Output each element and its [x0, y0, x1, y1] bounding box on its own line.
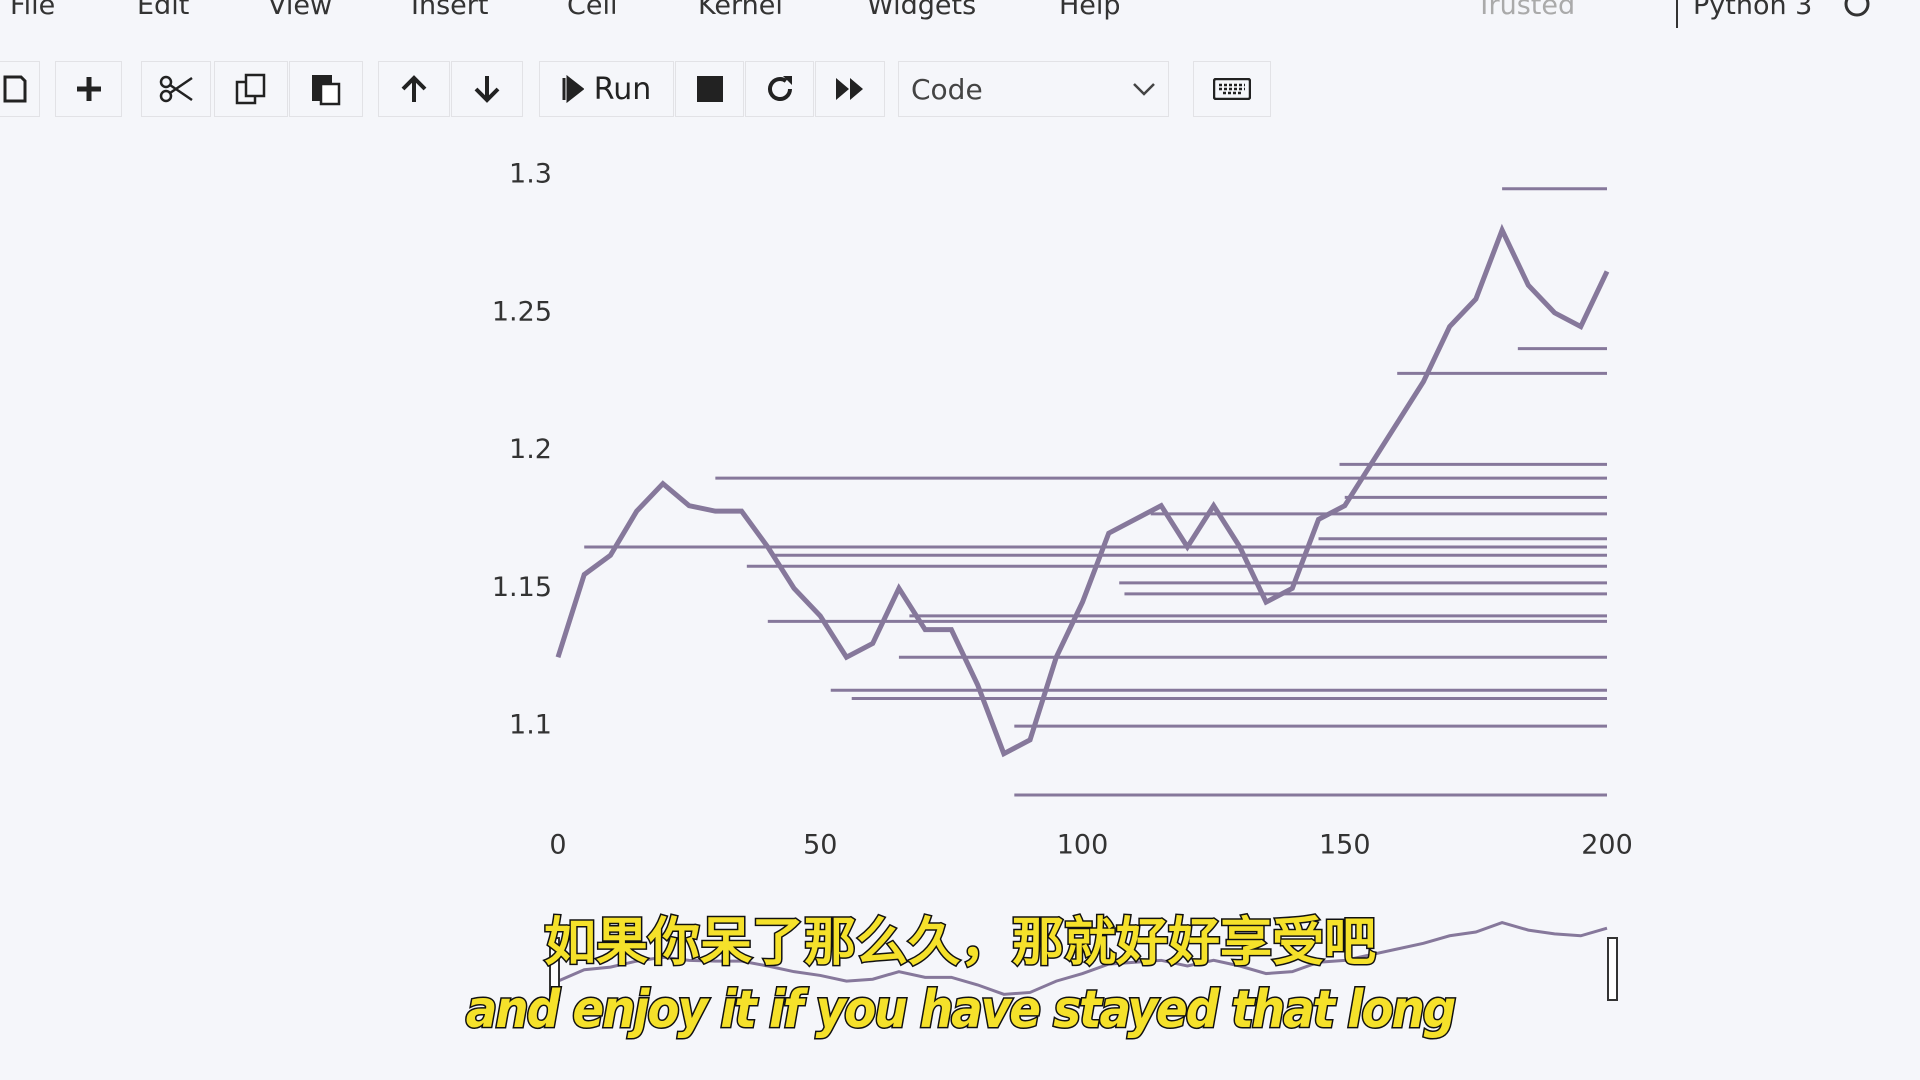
x-tick-label: 0: [549, 830, 566, 861]
restart-button[interactable]: [745, 61, 814, 117]
cell-type-dropdown[interactable]: Code: [898, 61, 1169, 117]
run-label: Run: [593, 71, 652, 107]
x-tick-label: 50: [803, 830, 837, 861]
move-down-button[interactable]: [451, 61, 523, 117]
divider: [1676, 0, 1678, 28]
restart-run-all-button[interactable]: [815, 61, 885, 117]
kernel-indicator: [1844, 0, 1870, 17]
paste-button[interactable]: [289, 61, 363, 117]
range-slider-line: [557, 920, 1608, 996]
kernel-name[interactable]: Python 3: [1693, 0, 1813, 21]
stop-button[interactable]: [675, 61, 744, 117]
menu-item[interactable]: Edit: [137, 0, 190, 21]
menu-item[interactable]: Help: [1059, 0, 1121, 21]
x-tick-label: 200: [1581, 830, 1633, 861]
y-tick-label: 1.25: [492, 296, 552, 327]
subtitle-zh: 如果你呆了那么久，那就好好享受吧: [542, 912, 1377, 975]
menu-item[interactable]: Insert: [411, 0, 489, 21]
y-tick-label: 1.3: [509, 159, 552, 190]
price-line: [555, 223, 1610, 758]
y-tick-label: 1.2: [509, 434, 552, 465]
cell-type-label: Code: [911, 72, 983, 106]
y-tick-label: 1.1: [509, 710, 552, 741]
subtitle-en: and enjoy it if you have stayed that lon…: [464, 979, 1458, 1042]
y-tick-label: 1.15: [492, 572, 552, 603]
menu-item[interactable]: File: [10, 0, 56, 21]
range-handle: [1607, 937, 1618, 1001]
keyboard-button[interactable]: [1193, 61, 1271, 117]
menu-item[interactable]: Kernel: [698, 0, 783, 21]
trusted-indicator[interactable]: Trusted: [1476, 0, 1576, 21]
range-handle: [549, 937, 560, 1001]
x-tick-label: 150: [1319, 830, 1371, 861]
menu-item[interactable]: View: [268, 0, 333, 21]
x-tick-label: 100: [1057, 830, 1109, 861]
move-up-button[interactable]: [378, 61, 450, 117]
copy-button[interactable]: [214, 61, 288, 117]
save-button[interactable]: [0, 61, 40, 117]
menu-item[interactable]: Cell: [567, 0, 618, 21]
insert-button[interactable]: [55, 61, 122, 117]
cut-button[interactable]: [141, 61, 211, 117]
run-button[interactable]: Run: [539, 61, 674, 117]
menu-item[interactable]: Widgets: [867, 0, 977, 21]
